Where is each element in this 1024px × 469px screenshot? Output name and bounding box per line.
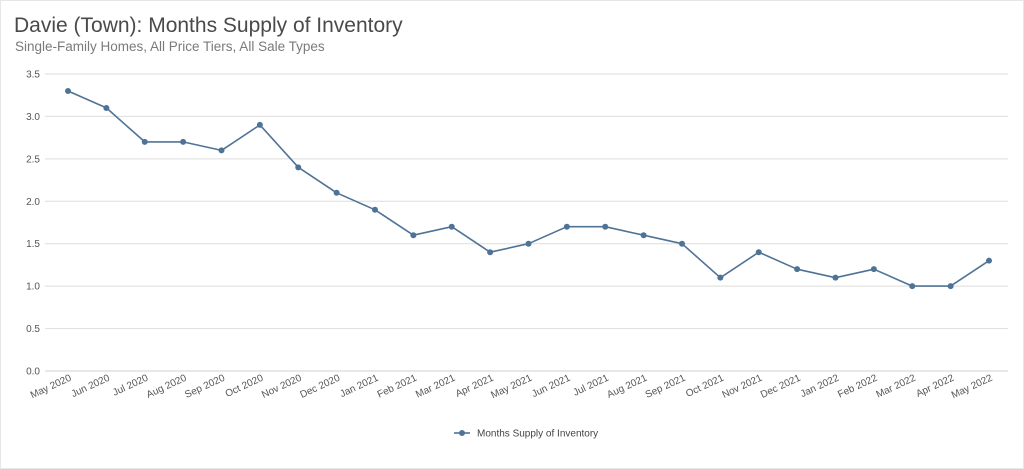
data-point[interactable] xyxy=(448,223,455,230)
data-point[interactable] xyxy=(333,189,340,196)
x-tick-label: Jul 2021 xyxy=(572,373,611,399)
data-point[interactable] xyxy=(487,249,494,256)
data-point[interactable] xyxy=(372,206,378,213)
chart-subtitle: Single-Family Homes, All Price Tiers, Al… xyxy=(15,39,325,54)
y-tick-label: 2.5 xyxy=(26,154,40,165)
x-tick-label: Aug 2021 xyxy=(605,373,649,401)
y-tick-label: 1.0 xyxy=(26,282,40,293)
y-axis-ticks: 0.0 0.5 1.0 1.5 2.0 2.5 3.0 3.5 xyxy=(26,70,40,378)
x-tick-label: Feb 2022 xyxy=(836,373,879,401)
y-tick-label: 3.5 xyxy=(26,70,40,81)
data-point[interactable] xyxy=(947,283,954,290)
x-tick-label: Sep 2021 xyxy=(644,373,688,401)
data-point[interactable] xyxy=(640,232,647,239)
legend-marker xyxy=(459,430,465,436)
x-tick-label: Jan 2022 xyxy=(799,373,841,401)
y-tick-label: 3.0 xyxy=(26,112,40,123)
x-tick-label: Apr 2021 xyxy=(454,373,496,400)
x-tick-label: Mar 2022 xyxy=(875,373,918,401)
data-point[interactable] xyxy=(832,274,839,281)
x-tick-label: Jun 2021 xyxy=(530,373,572,401)
x-tick-label: Mar 2021 xyxy=(414,373,457,401)
legend[interactable]: Months Supply of Inventory xyxy=(454,429,598,440)
x-tick-label: Aug 2020 xyxy=(145,373,189,401)
x-tick-label: Nov 2020 xyxy=(260,373,304,401)
gridlines xyxy=(45,73,1008,372)
x-tick-label: Oct 2020 xyxy=(224,373,266,400)
x-tick-label: Dec 2020 xyxy=(298,373,342,401)
data-point[interactable] xyxy=(180,138,187,145)
data-point[interactable] xyxy=(410,232,417,239)
data-point[interactable] xyxy=(563,223,570,230)
x-tick-label: Oct 2021 xyxy=(684,373,726,400)
data-point[interactable] xyxy=(870,266,877,273)
data-point[interactable] xyxy=(717,274,724,281)
data-point[interactable] xyxy=(602,223,609,230)
x-tick-label: Jun 2020 xyxy=(70,373,112,401)
x-tick-label: Jan 2021 xyxy=(338,373,380,401)
x-tick-label: Feb 2021 xyxy=(376,373,419,401)
legend-label[interactable]: Months Supply of Inventory xyxy=(477,429,598,440)
data-point[interactable] xyxy=(986,257,992,264)
y-tick-label: 0.0 xyxy=(26,367,40,378)
data-point[interactable] xyxy=(525,240,532,247)
chart-title: Davie (Town): Months Supply of Inventory xyxy=(14,14,403,37)
series-line xyxy=(67,90,990,287)
data-point[interactable] xyxy=(755,249,762,256)
series-group xyxy=(65,87,992,290)
data-point[interactable] xyxy=(65,87,71,94)
data-point[interactable] xyxy=(141,138,148,145)
x-tick-label: Jul 2020 xyxy=(111,373,150,399)
x-tick-label: May 2021 xyxy=(489,373,534,402)
y-tick-label: 1.5 xyxy=(26,239,40,250)
x-tick-label: Dec 2021 xyxy=(759,373,803,401)
data-point[interactable] xyxy=(794,266,801,273)
data-point[interactable] xyxy=(679,240,685,247)
data-point[interactable] xyxy=(909,283,916,290)
x-tick-label: Apr 2022 xyxy=(914,373,956,400)
x-tick-label: Sep 2020 xyxy=(183,373,227,401)
y-tick-label: 0.5 xyxy=(26,324,40,335)
x-tick-label: Nov 2021 xyxy=(721,373,765,401)
y-tick-label: 2.0 xyxy=(26,197,40,208)
data-point[interactable] xyxy=(218,147,225,154)
data-point[interactable] xyxy=(103,104,110,111)
data-point[interactable] xyxy=(295,164,302,171)
x-tick-label: May 2022 xyxy=(950,373,995,402)
data-point[interactable] xyxy=(256,121,263,128)
